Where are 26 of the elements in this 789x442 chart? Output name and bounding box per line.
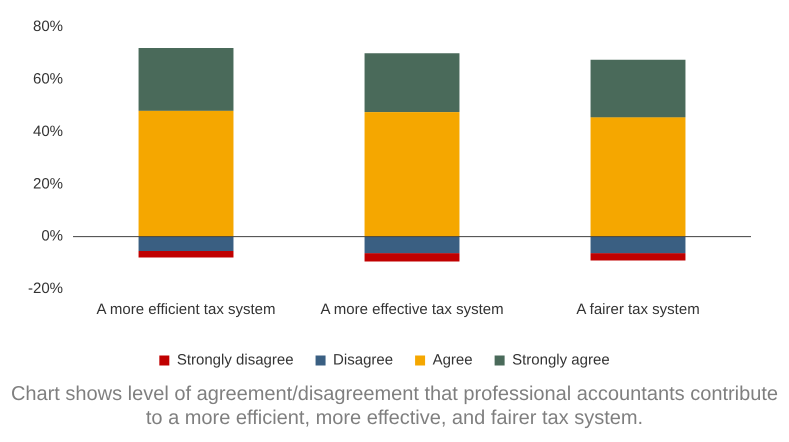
bar xyxy=(590,117,686,237)
y-tick-label: 80% xyxy=(32,18,64,36)
bar xyxy=(590,236,686,254)
legend-label: Disagree xyxy=(333,352,394,369)
legend-label: Strongly disagree xyxy=(176,352,294,369)
bar xyxy=(138,251,234,258)
bar xyxy=(590,253,686,260)
bar xyxy=(364,236,460,254)
x-tick-label: A fairer tax system xyxy=(576,301,700,318)
legend-label: Agree xyxy=(432,352,473,369)
x-tick-label: A more effective tax system xyxy=(320,301,504,318)
y-tick-label: 20% xyxy=(32,175,64,192)
bar xyxy=(138,236,234,252)
bar xyxy=(590,60,686,118)
bar xyxy=(364,253,460,262)
y-tick-label: 40% xyxy=(32,122,64,140)
bar xyxy=(138,110,234,237)
bar xyxy=(138,48,234,111)
bar xyxy=(364,53,460,112)
text: Chart shows level of agreement/disagreement that professional accountants contribute to a more efficient, more effective, and fairer tax system. xyxy=(10,382,780,430)
y-tick-label: 0% xyxy=(41,228,64,245)
legend-label: Strongly agree xyxy=(512,352,610,369)
x-tick-label: A more efficient tax system xyxy=(96,301,276,318)
bar xyxy=(364,112,460,237)
y-tick-label: 60% xyxy=(32,70,64,88)
y-tick-label: -20% xyxy=(28,280,64,298)
